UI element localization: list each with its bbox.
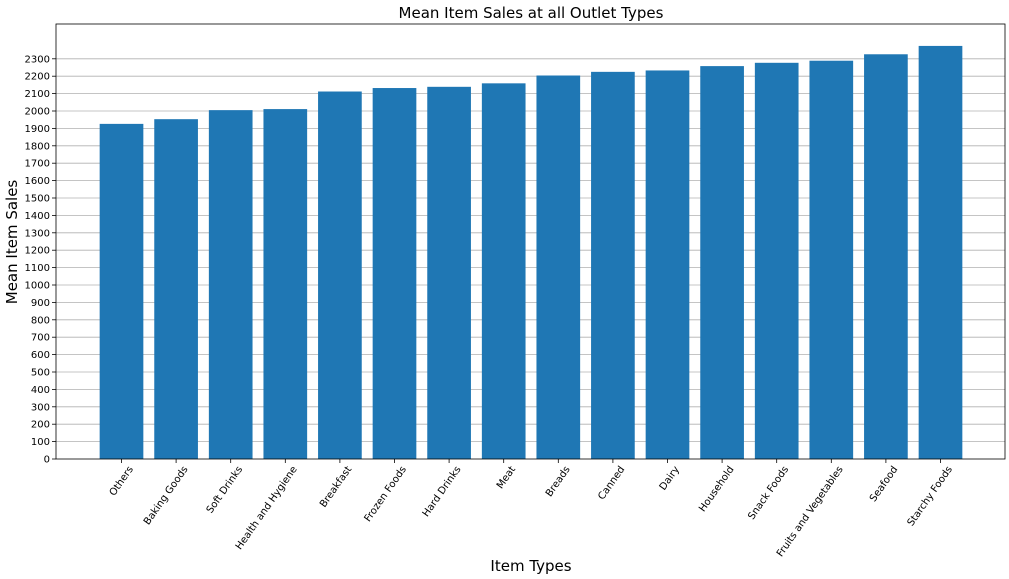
bar xyxy=(318,91,362,460)
x-tick-label: Others xyxy=(108,464,136,498)
bar xyxy=(645,70,690,459)
x-tick-label: Breads xyxy=(544,464,573,499)
bar xyxy=(591,71,635,459)
y-tick-label: 1700 xyxy=(25,159,50,170)
chart-title: Mean Item Sales at all Outlet Types xyxy=(399,4,664,22)
x-tick-label: Seafood xyxy=(868,464,900,504)
bar xyxy=(536,75,581,459)
y-tick-label: 400 xyxy=(31,385,50,396)
bar xyxy=(700,66,744,459)
x-tick-label: Hard Drinks xyxy=(421,464,464,519)
bar xyxy=(864,54,908,459)
y-tick-label: 2000 xyxy=(25,107,50,118)
bar xyxy=(481,83,526,460)
bar xyxy=(99,123,144,459)
y-tick-label: 2300 xyxy=(25,54,50,65)
y-tick-label: 2100 xyxy=(25,89,50,100)
y-tick-label: 1000 xyxy=(25,281,50,292)
gridlines xyxy=(56,58,1005,443)
x-tick-label: Soft Drinks xyxy=(205,464,245,515)
y-tick-label: 200 xyxy=(31,420,50,431)
y-tick-label: 1900 xyxy=(25,124,50,135)
x-axis-label: Item Types xyxy=(490,557,571,575)
x-tick-label: Canned xyxy=(596,464,627,502)
y-tick-label: 800 xyxy=(31,315,50,326)
y-tick-label: 500 xyxy=(31,368,50,379)
x-tick-label: Frozen Foods xyxy=(363,464,409,524)
y-axis-ticks: 0 100 200 300 400 500 600 700 800 900 1000 1100 1200… xyxy=(25,54,56,466)
bar xyxy=(809,60,854,460)
x-tick-label: Meat xyxy=(495,464,518,491)
x-tick-label: Starchy Foods xyxy=(906,464,955,528)
x-tick-label: Baking Goods xyxy=(142,464,191,527)
bar xyxy=(372,88,417,460)
bar xyxy=(263,109,308,459)
y-tick-label: 700 xyxy=(31,333,50,344)
y-tick-label: 1400 xyxy=(25,211,50,222)
y-tick-label: 100 xyxy=(31,437,50,448)
bar xyxy=(208,110,253,459)
x-tick-label: Breakfast xyxy=(318,464,354,509)
bar xyxy=(427,86,471,460)
y-tick-label: 600 xyxy=(31,350,50,361)
y-tick-label: 1500 xyxy=(25,194,50,205)
y-tick-label: 900 xyxy=(31,298,50,309)
plot-frame xyxy=(55,23,1006,460)
y-tick-label: 1600 xyxy=(25,176,50,187)
x-tick-label: Household xyxy=(697,464,736,514)
x-tick-label: Snack Foods xyxy=(746,464,791,521)
y-tick-label: 0 xyxy=(44,455,50,466)
x-tick-label: Health and Hygiene xyxy=(234,464,300,552)
x-tick-label: Dairy xyxy=(658,464,682,492)
bars xyxy=(99,45,963,460)
y-tick-label: 2200 xyxy=(25,72,50,83)
bar xyxy=(754,62,799,459)
y-tick-label: 1800 xyxy=(25,141,50,152)
y-tick-label: 1100 xyxy=(25,263,50,274)
y-tick-label: 300 xyxy=(31,402,50,413)
y-tick-label: 1200 xyxy=(25,246,50,257)
bar xyxy=(154,119,198,459)
bar xyxy=(918,45,963,459)
y-tick-label: 1300 xyxy=(25,228,50,239)
y-axis-label: Mean Item Sales xyxy=(3,180,21,305)
